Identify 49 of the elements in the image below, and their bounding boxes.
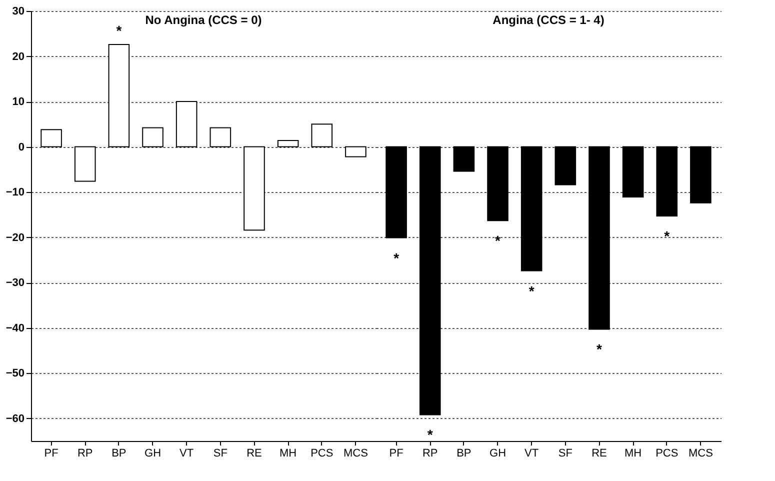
- y-tick-label: −30: [6, 277, 24, 290]
- x-tick-label: SF: [558, 448, 573, 460]
- y-tick-label: 30: [12, 6, 24, 18]
- x-tick-label: MH: [280, 448, 297, 460]
- y-tick-label: 20: [12, 50, 24, 63]
- chart-title: Angina (CCS = 1- 4): [492, 13, 604, 27]
- annotation: *: [664, 228, 670, 244]
- y-tick-label: −10: [6, 186, 24, 199]
- x-tick-label: BP: [456, 448, 472, 460]
- x-tick-label: RE: [246, 448, 262, 460]
- y-tick-label: 0: [18, 141, 24, 154]
- bar: [142, 127, 164, 148]
- chart-title: No Angina (CCS = 0): [145, 13, 262, 27]
- y-tick-label: −20: [6, 232, 24, 244]
- x-tick-label: MH: [624, 448, 642, 460]
- bar: [210, 127, 232, 148]
- x-tick-label: VT: [180, 448, 194, 460]
- annotation: *: [528, 282, 535, 299]
- x-tick-label: VT: [524, 448, 539, 460]
- x-tick-label: MCS: [343, 448, 368, 460]
- x-tick-label: PCS: [656, 448, 678, 460]
- annotation: *: [116, 22, 122, 38]
- y-tick-label: −50: [6, 368, 24, 380]
- bar: [345, 146, 366, 158]
- annotation: *: [495, 232, 502, 249]
- x-tick-label: GH: [144, 448, 162, 460]
- annotation: *: [596, 341, 603, 358]
- bar: [74, 146, 96, 182]
- x-tick-label: PF: [44, 448, 59, 460]
- x-tick-label: GH: [490, 448, 506, 460]
- annotation: *: [427, 426, 434, 443]
- x-tick-label: MCS: [688, 448, 713, 460]
- x-tick-label: RP: [77, 448, 93, 460]
- x-tick-label: RE: [592, 448, 607, 460]
- bar: [40, 129, 62, 148]
- annotation: *: [394, 250, 400, 266]
- x-tick-label: SF: [213, 448, 228, 460]
- x-tick-label: RP: [422, 448, 438, 460]
- bar: [108, 44, 130, 148]
- bar: [311, 124, 333, 148]
- bar: [244, 146, 265, 231]
- bar: [277, 140, 299, 148]
- bar: [176, 101, 198, 148]
- y-tick-label: −40: [6, 322, 24, 334]
- y-tick-label: −60: [6, 412, 24, 425]
- y-tick-label: 10: [12, 96, 24, 108]
- x-tick-label: PCS: [310, 448, 334, 460]
- x-tick-label: PF: [389, 448, 404, 460]
- x-tick-label: BP: [112, 448, 126, 460]
